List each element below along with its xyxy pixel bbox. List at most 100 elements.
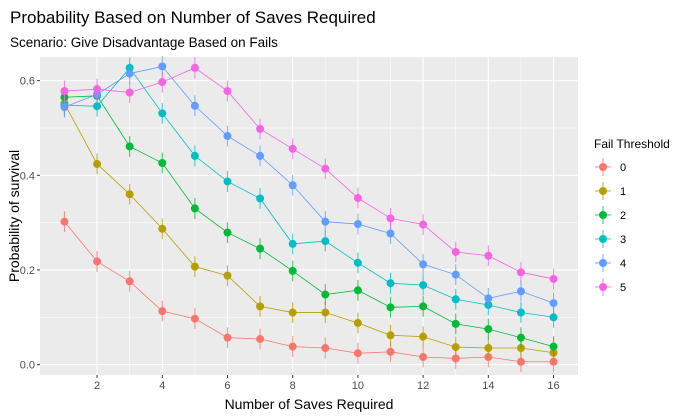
data-point [353,220,362,229]
y-tick-label: 0.6 [20,76,35,88]
data-point [256,194,265,203]
y-axis: 0.0 0.2 0.4 0.6 [20,76,40,372]
data-point [451,247,460,256]
data-point [158,109,167,118]
series-layer [60,56,558,373]
legend-point-glyph [599,259,607,267]
y-tick-label: 0.2 [20,265,35,277]
data-point [223,132,232,141]
legend-label: 0 [620,162,626,174]
series-line [64,66,554,304]
chart-title: Probability Based on Number of Saves Req… [10,8,376,27]
legend-keys: 0 1 2 3 4 5 [595,158,626,296]
data-point [60,103,69,112]
data-point [190,101,199,110]
data-point [223,228,232,237]
data-point [419,332,428,341]
data-point [125,88,134,97]
data-point [321,290,330,299]
data-point [93,159,102,168]
data-point [484,251,493,260]
y-tick-label: 0.4 [20,170,35,182]
legend-point-glyph [599,211,607,219]
x-tick-label: 10 [352,380,364,392]
x-axis: 2 4 6 8 10 12 14 16 [94,375,560,392]
data-point [516,333,525,342]
data-point [256,124,265,133]
data-point [419,353,428,362]
series-line [64,103,554,354]
data-point [288,181,297,190]
data-point [451,295,460,304]
chart-subtitle: Scenario: Give Disadvantage Based on Fai… [10,35,278,50]
data-point [223,271,232,280]
data-point [288,144,297,153]
data-point [549,342,558,351]
data-point [158,307,167,316]
data-point [321,164,330,173]
x-tick-label: 14 [482,380,494,392]
legend-point-glyph [599,163,607,171]
data-point [321,344,330,353]
data-point [158,159,167,167]
data-point [451,343,460,352]
series-line [64,67,554,280]
data-point [93,257,102,266]
data-point [223,87,232,96]
data-point [451,354,460,363]
data-point [549,313,558,322]
data-point [419,260,428,269]
data-point [353,286,362,295]
data-point [549,274,558,283]
data-point [353,318,362,327]
data-point [223,177,232,186]
data-point [288,239,297,248]
data-point [451,319,460,328]
data-point [419,302,428,311]
data-point [190,63,199,72]
series-line [64,67,554,318]
series-line [64,221,554,363]
data-point [386,331,395,340]
legend-key-2: 2 [595,206,626,224]
data-point [516,308,525,317]
x-tick-label: 2 [94,380,100,392]
data-point [321,308,330,317]
legend-key-3: 3 [595,230,626,248]
legend-point-glyph [599,283,607,291]
x-tick-label: 12 [417,380,429,392]
data-point [256,335,265,344]
data-point [386,214,395,223]
data-point [549,299,558,308]
legend-label: 2 [620,210,626,222]
plot-panel [40,57,578,375]
data-point [386,229,395,238]
data-point [223,333,232,342]
legend-point-glyph [599,235,607,243]
data-point [419,281,428,290]
x-axis-title: Number of Saves Required [225,396,394,412]
series-line [64,95,554,347]
data-point [288,266,297,275]
data-point [386,347,395,356]
data-point [158,62,167,71]
y-axis-title: Probability of survival [6,150,22,282]
data-point [256,244,265,253]
data-point [516,268,525,277]
data-point [353,349,362,358]
series-3 [60,57,558,328]
x-tick-label: 16 [547,380,559,392]
data-point [484,294,493,303]
series-2 [60,85,558,358]
data-point [190,314,199,323]
legend-label: 1 [620,186,626,198]
legend-key-4: 4 [595,254,626,272]
legend-label: 3 [620,234,626,246]
data-point [125,142,134,151]
data-point [190,151,199,160]
data-point [158,78,167,87]
y-tick-label: 0.0 [20,360,35,372]
data-point [484,344,493,353]
data-point [516,357,525,366]
